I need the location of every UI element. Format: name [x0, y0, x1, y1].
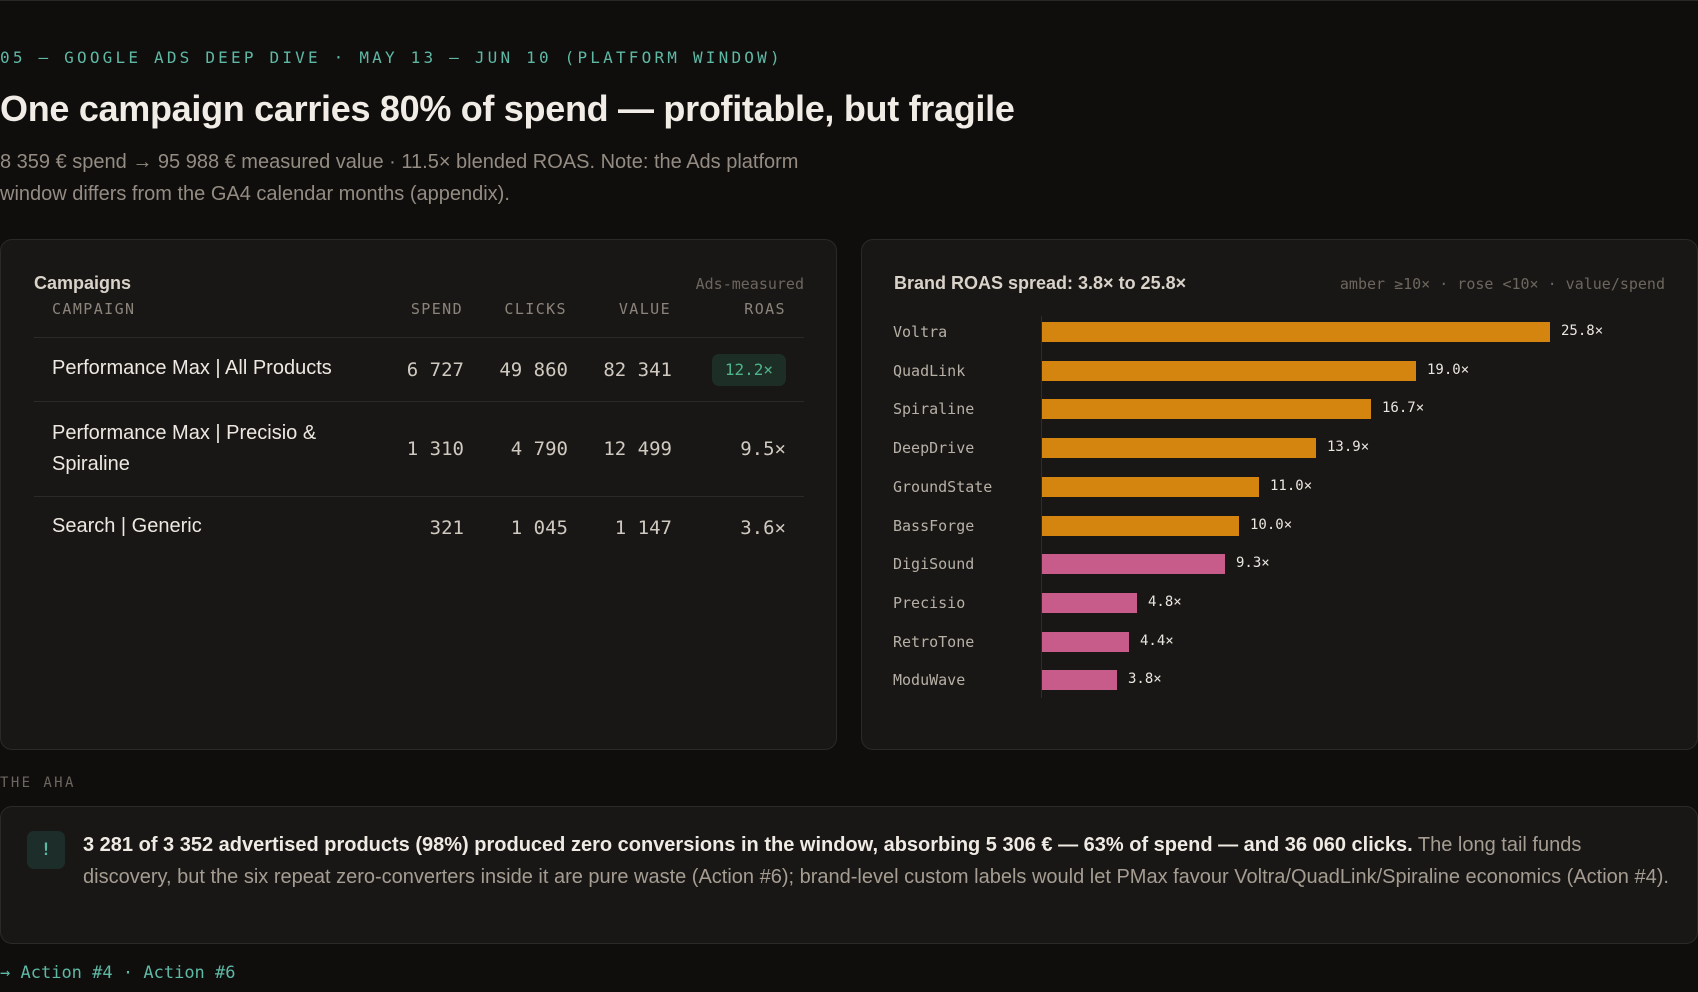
bar-value-label: 4.4× [1140, 632, 1174, 649]
table-header: CAMPAIGN SPEND CLICKS VALUE ROAS [34, 300, 804, 338]
separator: · [122, 963, 134, 983]
campaign-name: Performance Max | All Products [52, 357, 332, 379]
arrow-right-icon: → [0, 963, 11, 983]
campaigns-title: Campaigns [34, 273, 132, 293]
bar-label: QuadLink [893, 361, 966, 380]
chart-title: Brand ROAS spread: 3.8× to 25.8× [894, 273, 1187, 293]
col-campaign: CAMPAIGN [52, 300, 136, 318]
bar-value-label: 16.7× [1382, 400, 1425, 417]
bar-label: GroundState [893, 477, 993, 496]
campaign-spend: 6 727 [406, 359, 464, 381]
col-clicks: CLICKS [504, 300, 567, 318]
roas-bar-chart: Voltra 25.8× QuadLink 19.0× Spiraline 16.7× De… [893, 316, 1673, 720]
bar-value-label: 19.0× [1427, 361, 1470, 378]
chart-axis [1041, 316, 1042, 698]
bar-label: Spiraline [893, 400, 975, 419]
bar-value-label: 9.3× [1236, 555, 1270, 572]
campaign-spend: 321 [429, 517, 464, 539]
table-row[interactable]: Search | Generic 321 1 045 1 147 3.6× [34, 497, 804, 561]
table-row[interactable]: Performance Max | All Products 6 727 49 … [34, 338, 804, 402]
bar-value-label: 3.8× [1128, 671, 1162, 688]
bar-label: RetroTone [893, 632, 975, 651]
bar-row: QuadLink 19.0× [893, 359, 1673, 383]
campaign-spend: 1 310 [406, 438, 464, 460]
bar [1042, 322, 1550, 342]
col-value: VALUE [618, 300, 671, 318]
bar [1042, 515, 1239, 536]
campaign-name: Performance Max | Precisio & Spiraline [52, 422, 317, 475]
page-title: One campaign carries 80% of spend — prof… [0, 88, 1015, 129]
bar-value-label: 10.0× [1250, 516, 1293, 533]
roas-badge: 12.2× [711, 354, 786, 386]
campaign-roas: 9.5× [740, 438, 786, 460]
bar-value-label: 13.9× [1327, 439, 1370, 456]
bar-row: BassForge 10.0× [893, 514, 1673, 538]
bar-label: DeepDrive [893, 439, 975, 458]
roas-chart-card: Brand ROAS spread: 3.8× to 25.8× amber ≥… [861, 239, 1698, 750]
bar-row: ModuWave 3.8× [893, 668, 1673, 692]
bar-row: GroundState 11.0× [893, 475, 1673, 499]
bar [1042, 360, 1416, 381]
bar-label: BassForge [893, 516, 975, 535]
aha-label: THE AHA [0, 775, 76, 791]
bar-label: Precisio [893, 593, 966, 612]
bar [1042, 399, 1371, 420]
aha-body-text: The long tail funds discovery, but the s… [83, 834, 1669, 888]
bar [1042, 631, 1129, 652]
bar [1042, 438, 1316, 459]
campaign-clicks: 1 045 [510, 517, 568, 539]
campaign-clicks: 4 790 [510, 438, 568, 460]
bar-row: Precisio 4.8× [893, 591, 1673, 615]
col-spend: SPEND [410, 300, 463, 318]
campaign-value: 1 147 [614, 517, 672, 539]
table-row[interactable]: Performance Max | Precisio & Spiraline 1… [34, 402, 804, 497]
aha-bold-text: 3 281 of 3 352 advertised products (98%)… [83, 834, 1413, 856]
top-divider [0, 0, 1698, 1]
bar-row: DigiSound 9.3× [893, 552, 1673, 576]
aha-callout: ! 3 281 of 3 352 advertised products (98… [0, 806, 1698, 944]
campaign-clicks: 49 860 [499, 359, 568, 381]
action-links: → Action #4 · Action #6 [0, 963, 236, 983]
col-roas: ROAS [744, 300, 786, 318]
campaigns-table: CAMPAIGN SPEND CLICKS VALUE ROAS Perform… [34, 300, 804, 561]
page-subtitle: 8 359 € spend → 95 988 € measured value … [0, 151, 799, 205]
alert-icon: ! [27, 831, 65, 869]
bar-value-label: 25.8× [1561, 323, 1604, 339]
bar-label: DigiSound [893, 555, 975, 574]
action-link-6[interactable]: Action #6 [143, 963, 236, 983]
bar-row: DeepDrive 13.9× [893, 436, 1673, 460]
bar-value-label: 11.0× [1270, 477, 1313, 494]
bar-label: Voltra [893, 323, 948, 341]
bar [1042, 592, 1137, 613]
campaigns-card: Campaigns Ads-measured CAMPAIGN SPEND CL… [0, 239, 837, 750]
campaign-roas: 3.6× [740, 517, 786, 539]
bar-row: Voltra 25.8× [893, 320, 1673, 344]
bar-row: RetroTone 4.4× [893, 630, 1673, 654]
campaign-value: 82 341 [603, 359, 672, 381]
action-link-4[interactable]: Action #4 [20, 963, 113, 983]
aha-text: 3 281 of 3 352 advertised products (98%)… [83, 830, 1673, 893]
chart-legend-note: amber ≥10× · rose <10× · value/spend [1339, 275, 1665, 293]
campaigns-note: Ads-measured [695, 275, 804, 293]
bar [1042, 670, 1117, 691]
bar [1042, 554, 1225, 575]
campaign-name: Search | Generic [52, 515, 202, 537]
bar-value-label: 4.8× [1148, 593, 1182, 610]
bar [1042, 476, 1259, 497]
bar-row: Spiraline 16.7× [893, 397, 1673, 421]
section-eyebrow: 05 — GOOGLE ADS DEEP DIVE · MAY 13 – JUN… [0, 48, 783, 67]
campaign-value: 12 499 [603, 438, 672, 460]
bar-label: ModuWave [893, 671, 966, 690]
